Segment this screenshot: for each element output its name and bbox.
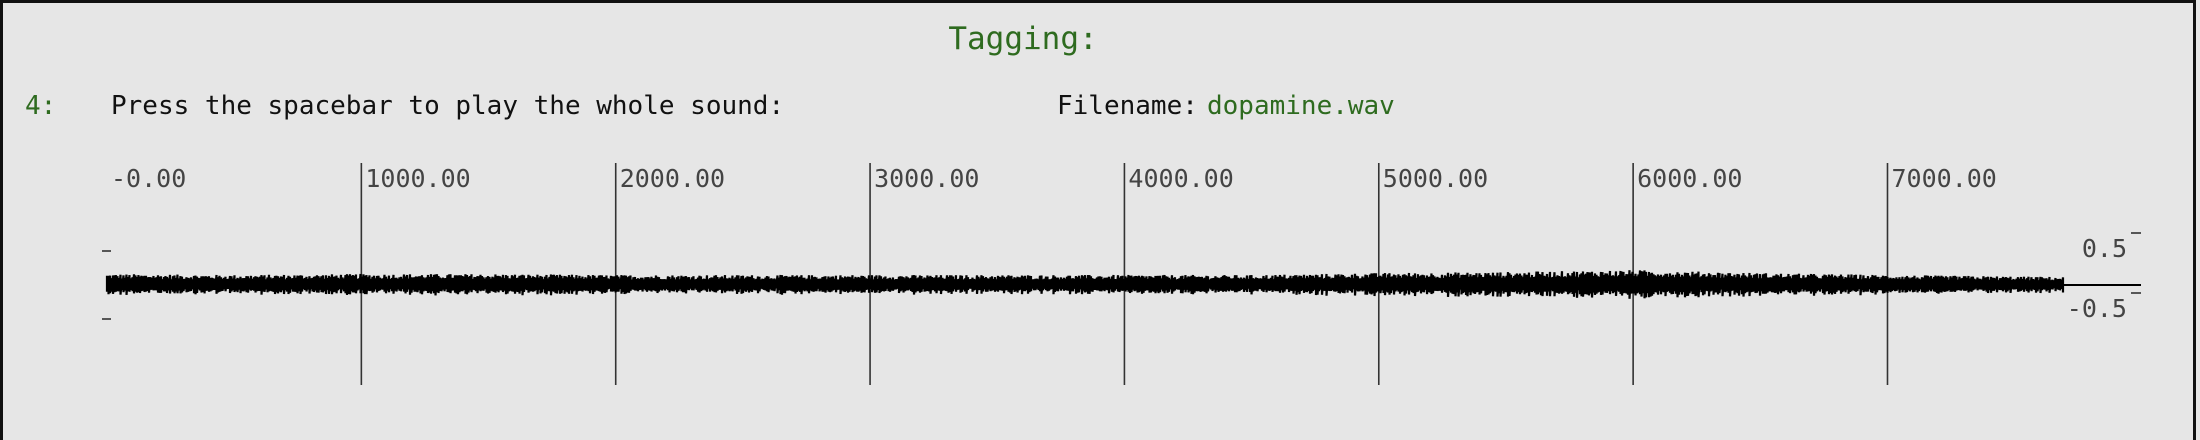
filename-value: dopamine.wav	[1207, 91, 1395, 121]
y-tick-label: -0.5	[2067, 294, 2127, 323]
x-tick-label: -0.00	[111, 164, 186, 193]
waveform-series	[105, 270, 2065, 299]
step-number: 4:	[25, 91, 57, 121]
x-tick-label: 4000.00	[1128, 164, 1233, 193]
waveform-chart[interactable]: -0.00 1000.00 2000.00 3000.00 4000.00 5000.00…	[3, 3, 2193, 440]
page-title: Tagging:	[948, 21, 1098, 57]
x-tick-label: 7000.00	[1891, 164, 1996, 193]
x-tick-label: 6000.00	[1637, 164, 1742, 193]
instruction-text: Press the spacebar to play the whole sou…	[111, 91, 785, 121]
x-tick-label: 3000.00	[874, 164, 979, 193]
x-tick-label: 2000.00	[620, 164, 725, 193]
y-tick-label: 0.5	[2082, 234, 2127, 263]
x-tick-label: 5000.00	[1383, 164, 1488, 193]
filename-label: Filename:	[1057, 91, 1198, 121]
x-tick-label: 1000.00	[365, 164, 470, 193]
